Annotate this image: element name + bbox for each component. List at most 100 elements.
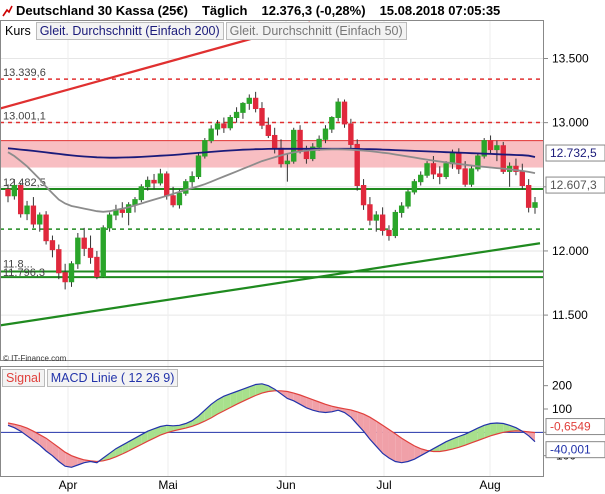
candle-body [392, 211, 399, 237]
signal-line [7, 390, 536, 463]
candle-body [437, 173, 443, 178]
candle-body [94, 256, 100, 278]
candle-body [335, 101, 341, 119]
candle-body [43, 214, 49, 242]
candle-body [481, 140, 487, 157]
macd-badge: -40,001 [550, 443, 591, 457]
candle-body [525, 185, 532, 208]
candle-body [81, 237, 87, 249]
candle-body [189, 176, 195, 183]
candle-body [430, 163, 437, 175]
price-panel-frame [0, 20, 544, 361]
candle-body [310, 146, 316, 160]
macd-hist-segment [357, 411, 364, 432]
candle-body [519, 170, 526, 187]
candle-body [291, 129, 297, 162]
candle-body [494, 145, 500, 151]
macd-hist-segment [58, 447, 66, 467]
macd-hist-segment [350, 409, 358, 425]
macd-legend: Signal MACD Linie ( 12 26 9) [2, 369, 180, 387]
candle-body [30, 205, 37, 225]
legend-macd[interactable]: MACD Linie ( 12 26 9) [46, 369, 179, 387]
macd-hist-segment [503, 423, 510, 433]
candle-body [132, 199, 138, 206]
macd-hist-segment [204, 404, 212, 422]
sma200-line [7, 147, 536, 159]
candle-body [138, 186, 145, 201]
candle-body [151, 179, 157, 184]
quote-datetime: 15.08.2018 07:05:35 [379, 2, 501, 18]
level-label: 13.339,6 [3, 67, 46, 79]
candle-body [373, 214, 379, 221]
instrument-name: Deutschland 30 Kassa (25€) [16, 2, 188, 18]
macd-hist-segment [484, 423, 491, 439]
macd-hist-segment [20, 425, 28, 436]
macd-hist-segment [452, 436, 459, 450]
candle-body [475, 155, 481, 170]
month-label: Jun [276, 478, 295, 492]
candle-body [100, 227, 106, 278]
legend-sma200[interactable]: Gleit. Durchschnitt (Einfach 200) [35, 22, 224, 40]
source-label: © IT-Finance.com [3, 354, 67, 363]
candle-body [170, 195, 176, 206]
macd-hist-segment [242, 386, 250, 402]
candle-body [240, 102, 246, 113]
candle-body [119, 209, 125, 213]
legend-kurs[interactable]: Kurs [5, 24, 31, 38]
macd-hist-segment [249, 384, 256, 399]
macd-hist-segment [160, 425, 167, 436]
price-tick-label: 12.000 [552, 244, 589, 258]
macd-hist-segment [211, 399, 218, 418]
candle-body [62, 272, 68, 283]
candle-body [487, 140, 494, 151]
chart-arrow-icon [2, 4, 13, 17]
sma200-badge-box [545, 144, 605, 162]
candle-body [379, 214, 386, 231]
macd-hist-segment [223, 393, 231, 411]
macd-tick-label: 100 [552, 402, 572, 416]
sma50-badge: 12.607,3 [550, 178, 597, 192]
macd-hist-segment [147, 428, 155, 442]
macd-hist-segment [528, 431, 535, 442]
candle-body [183, 181, 189, 194]
macd-hist-segment [414, 445, 421, 460]
macd-hist-segment [255, 383, 262, 396]
candle-body [265, 124, 272, 136]
trendline [0, 242, 541, 327]
candle-body [348, 123, 354, 145]
candle-body [202, 140, 208, 157]
candle-body [468, 168, 475, 185]
macd-badge-box [545, 441, 605, 459]
level-label: 11.8... [3, 258, 33, 270]
candle-body [24, 205, 30, 215]
candle-body [157, 173, 164, 184]
candle-body [443, 163, 449, 178]
candle-body [360, 185, 367, 206]
level-label: 13.001,1 [3, 111, 46, 123]
sma50-badge-box [545, 176, 605, 194]
macd-hist-segment [312, 399, 320, 412]
candle-body [271, 134, 278, 149]
signal-badge-box [545, 418, 605, 436]
macd-tick-label: 200 [552, 379, 572, 393]
legend-sma50[interactable]: Gleit. Durchschnitt (Einfach 50) [225, 22, 407, 40]
macd-hist-segment [458, 434, 466, 448]
macd-hist-segment [230, 391, 237, 408]
macd-hist-segment [446, 438, 453, 451]
quote-value: 12.376,3 (-0,28%) [261, 2, 366, 18]
candle-body [405, 191, 411, 207]
candle-body [424, 163, 430, 176]
macd-hist-segment [27, 428, 34, 441]
macd-hist-segment [439, 441, 447, 452]
candle-body [418, 174, 424, 183]
macd-hist-segment [236, 389, 243, 405]
candle-body [214, 123, 221, 130]
macd-hist-segment [46, 438, 53, 456]
candle-body [106, 214, 113, 229]
macd-hist-segment [509, 425, 516, 432]
candle-body [259, 108, 265, 126]
legend-signal[interactable]: Signal [2, 369, 45, 387]
macd-hist-segment [471, 428, 478, 443]
candle-body [354, 143, 360, 187]
